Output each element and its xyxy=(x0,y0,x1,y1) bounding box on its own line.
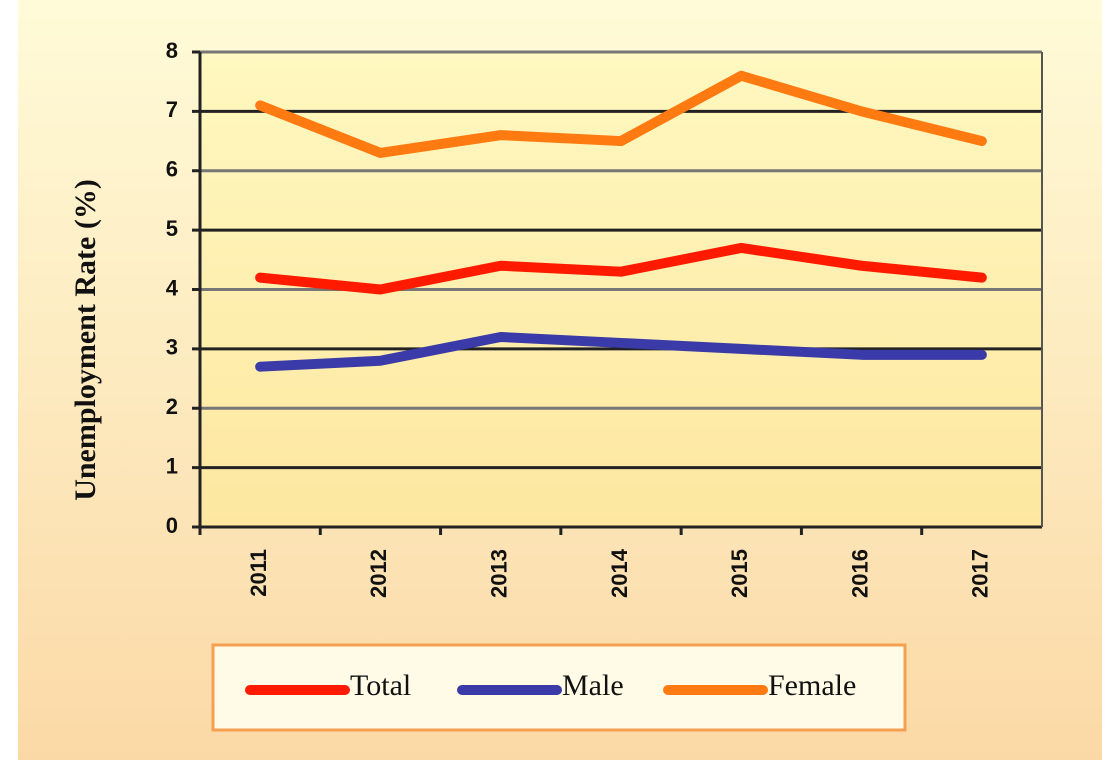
y-tick-label: 1 xyxy=(166,453,178,478)
x-tick-label: 2012 xyxy=(366,549,391,598)
series-line xyxy=(255,70,987,158)
series-line xyxy=(255,242,987,295)
y-axis-label: Unemployment Rate (%) xyxy=(69,179,102,501)
y-tick-label: 2 xyxy=(166,394,178,419)
x-tick-label: 2013 xyxy=(487,549,512,598)
x-tick-label: 2016 xyxy=(847,549,872,598)
y-tick-label: 7 xyxy=(166,97,178,122)
y-tick-label: 4 xyxy=(166,275,179,300)
legend-label: Male xyxy=(562,669,624,702)
x-tick-label: 2017 xyxy=(968,549,993,598)
legend-label: Female xyxy=(768,669,856,702)
x-tick-label: 2011 xyxy=(246,549,271,597)
series-line xyxy=(255,332,987,372)
legend-label: Total xyxy=(350,669,411,702)
x-tick-label: 2015 xyxy=(727,549,752,598)
y-tick-label: 5 xyxy=(166,216,178,241)
y-tick-label: 6 xyxy=(166,157,178,182)
y-tick-label: 3 xyxy=(166,335,178,360)
x-tick-label: 2014 xyxy=(607,548,632,598)
y-tick-label: 0 xyxy=(166,513,178,538)
y-tick-label: 8 xyxy=(166,38,178,63)
